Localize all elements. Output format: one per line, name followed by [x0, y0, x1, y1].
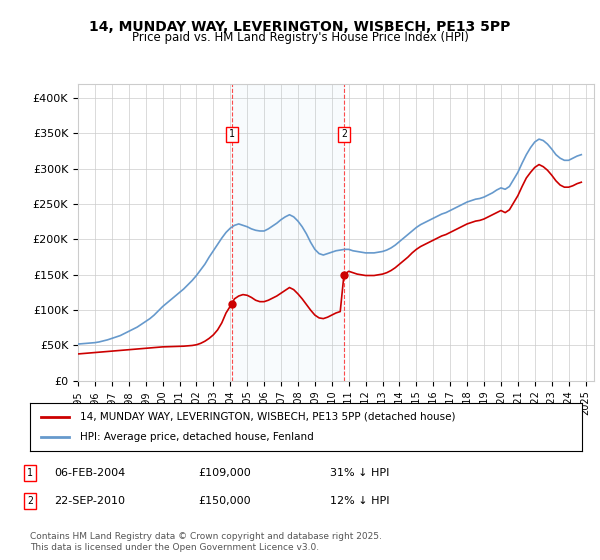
Text: 14, MUNDAY WAY, LEVERINGTON, WISBECH, PE13 5PP: 14, MUNDAY WAY, LEVERINGTON, WISBECH, PE…: [89, 20, 511, 34]
Text: £150,000: £150,000: [198, 496, 251, 506]
Text: 12% ↓ HPI: 12% ↓ HPI: [330, 496, 389, 506]
Text: £109,000: £109,000: [198, 468, 251, 478]
Text: Contains HM Land Registry data © Crown copyright and database right 2025.
This d: Contains HM Land Registry data © Crown c…: [30, 532, 382, 552]
Text: 1: 1: [27, 468, 33, 478]
Text: 2: 2: [27, 496, 33, 506]
Text: HPI: Average price, detached house, Fenland: HPI: Average price, detached house, Fenl…: [80, 432, 313, 442]
Text: Price paid vs. HM Land Registry's House Price Index (HPI): Price paid vs. HM Land Registry's House …: [131, 31, 469, 44]
Text: 22-SEP-2010: 22-SEP-2010: [54, 496, 125, 506]
Text: 14, MUNDAY WAY, LEVERINGTON, WISBECH, PE13 5PP (detached house): 14, MUNDAY WAY, LEVERINGTON, WISBECH, PE…: [80, 412, 455, 422]
Text: 2: 2: [341, 129, 347, 139]
Text: 31% ↓ HPI: 31% ↓ HPI: [330, 468, 389, 478]
Text: 06-FEB-2004: 06-FEB-2004: [54, 468, 125, 478]
Bar: [232, 84, 344, 381]
Text: 1: 1: [229, 129, 235, 139]
